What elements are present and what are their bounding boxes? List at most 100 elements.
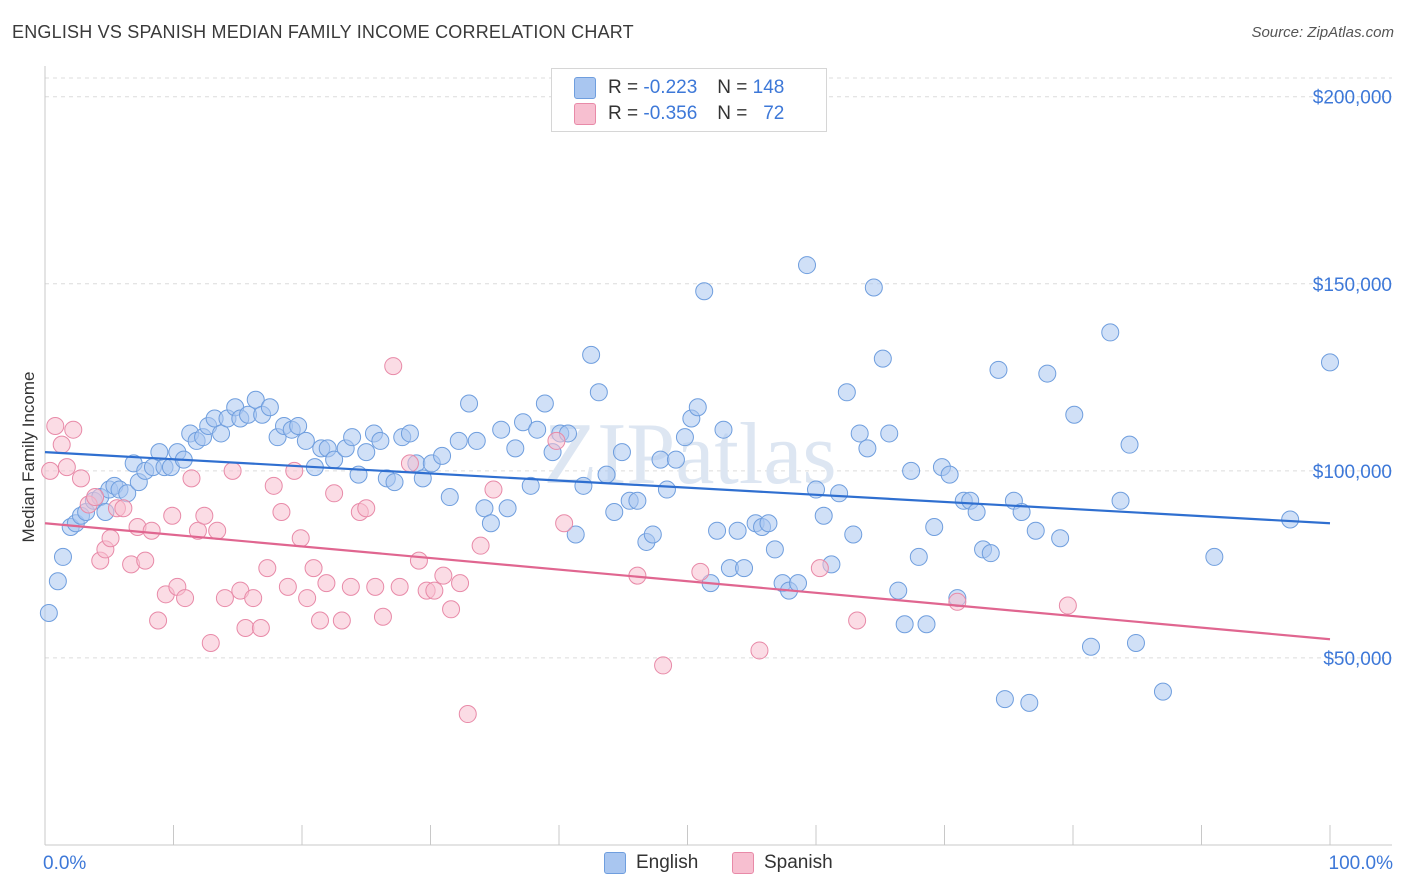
english-point [528,420,547,439]
spanish-trend-line [44,522,1331,641]
english-point [53,547,72,566]
english-point [917,615,936,634]
spanish-point [750,641,769,660]
spanish-point [244,589,263,608]
y-tick-label: $200,000 [1313,88,1392,109]
spanish-point [547,431,566,450]
spanish-point [325,484,344,503]
y-axis-label: Median Family Income [19,371,38,542]
english-point [940,465,959,484]
legend-spanish-label: Spanish [764,852,833,873]
english-point [759,514,778,533]
spanish-point [451,574,470,593]
spanish-point [278,577,297,596]
spanish-point [182,469,201,488]
spanish-point [272,503,291,522]
english-point [506,439,525,458]
spanish-point [41,461,60,480]
spanish-point [332,611,351,630]
english-point [844,525,863,544]
english-swatch-icon [574,77,596,99]
english-swatch-icon [604,852,626,874]
english-trend-line [44,451,1331,525]
legend-item-spanish[interactable]: Spanish [732,852,833,874]
spanish-point [264,476,283,495]
spanish-point [409,551,428,570]
spanish-swatch-icon [732,852,754,874]
n-label: N = [717,77,748,98]
spanish-point [384,357,403,376]
english-point [1126,633,1145,652]
english-point [909,547,928,566]
n-label: N = [717,103,748,124]
spanish-point [691,562,710,581]
spanish-point [317,574,336,593]
english-point [582,345,601,364]
r-value: -0.356 [643,103,698,124]
english-point [643,525,662,544]
spanish-point [142,521,161,540]
x-tick-label-min: 0.0% [43,853,86,874]
english-point [1101,323,1120,342]
english-point [765,540,784,559]
trend-lines [44,451,1331,641]
spanish-point [176,589,195,608]
english-point [695,282,714,301]
spanish-point [86,488,105,507]
english-point [688,398,707,417]
spanish-point [810,559,829,578]
series-legend: English Spanish [0,852,1406,878]
english-point [597,465,616,484]
english-point [675,428,694,447]
english-point [400,424,419,443]
english-point [651,450,670,469]
english-point [385,473,404,492]
y-tick-label: $50,000 [1323,649,1392,670]
spanish-point [149,611,168,630]
english-point [814,506,833,525]
spanish-point [114,499,133,518]
english-point [467,431,486,450]
x-tick-label-max: 100.0% [1329,853,1394,874]
english-point [492,420,511,439]
r-value: -0.223 [643,77,698,98]
english-point [612,443,631,462]
spanish-point [101,529,120,548]
english-point [798,256,817,275]
spanish-points [41,357,1077,724]
spanish-point [848,611,867,630]
english-point [246,390,265,409]
spanish-point [434,566,453,585]
english-point [967,503,986,522]
spanish-point [458,705,477,724]
legend-row-english: R = -0.223 N = 148 [574,76,784,100]
spanish-point [1058,596,1077,615]
english-point [735,559,754,578]
english-point [1026,521,1045,540]
legend-item-english[interactable]: English [604,852,698,874]
english-point [433,446,452,465]
spanish-point [555,514,574,533]
english-point [981,544,1000,563]
english-point [460,394,479,413]
spanish-point [304,559,323,578]
english-point [864,278,883,297]
english-point [708,521,727,540]
english-point [830,484,849,503]
spanish-point [366,577,385,596]
english-point [440,488,459,507]
english-point [39,604,58,623]
spanish-point [46,416,65,435]
y-tick-label: $100,000 [1313,462,1392,483]
spanish-point [310,611,329,630]
english-point [371,431,390,450]
english-point [1038,364,1057,383]
english-point [449,431,468,450]
english-point [589,383,608,402]
english-point [925,517,944,536]
spanish-point [71,469,90,488]
english-point [728,521,747,540]
spanish-point [400,454,419,473]
english-point [1120,435,1139,454]
